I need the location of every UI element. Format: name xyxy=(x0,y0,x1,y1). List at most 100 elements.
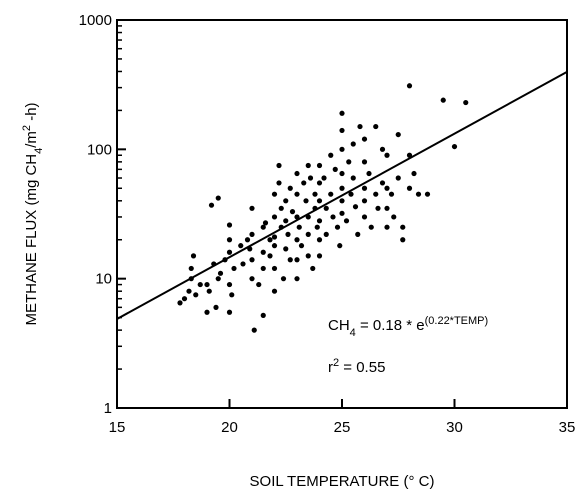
data-point xyxy=(343,218,350,224)
y-tick-label: 100 xyxy=(87,141,112,158)
data-point xyxy=(388,191,395,197)
data-point xyxy=(415,191,422,197)
y-axis-label-part: METHANE FLUX (mg CH xyxy=(23,154,40,326)
data-point xyxy=(271,234,278,240)
data-point xyxy=(307,175,314,181)
data-point xyxy=(294,257,300,263)
x-tick-label: 25 xyxy=(334,419,351,436)
x-tick-label: 15 xyxy=(109,419,126,436)
data-point xyxy=(298,243,305,249)
data-point xyxy=(206,288,212,294)
data-point xyxy=(361,198,368,204)
x-tick-label: 20 xyxy=(221,419,238,436)
data-point xyxy=(316,180,323,186)
data-point xyxy=(301,180,307,186)
data-point xyxy=(328,191,334,197)
data-point xyxy=(346,159,352,165)
data-point xyxy=(411,170,417,177)
annotation-part: (0.22*TEMP) xyxy=(425,315,489,327)
data-point xyxy=(190,253,197,259)
data-point xyxy=(267,237,273,243)
data-point xyxy=(226,309,233,315)
data-point xyxy=(451,143,458,150)
data-point xyxy=(406,185,413,191)
data-point xyxy=(400,237,406,243)
data-point xyxy=(305,162,311,169)
data-point xyxy=(249,205,255,211)
data-point xyxy=(339,185,345,191)
data-point xyxy=(330,214,336,220)
data-point xyxy=(294,237,300,243)
data-point xyxy=(283,246,289,252)
data-point xyxy=(193,292,199,298)
y-tick-label: 1 xyxy=(104,400,112,417)
data-point xyxy=(213,304,219,310)
data-point xyxy=(226,237,233,243)
data-point xyxy=(260,224,266,230)
data-point xyxy=(215,195,221,201)
data-point xyxy=(339,210,345,216)
data-point xyxy=(249,276,255,282)
data-point xyxy=(350,175,356,181)
y-axis-label-part: /m xyxy=(23,131,40,148)
data-point xyxy=(323,231,329,237)
data-point xyxy=(406,83,413,89)
annotation-part: r xyxy=(328,359,333,376)
data-point xyxy=(328,152,334,158)
data-point xyxy=(339,198,345,204)
data-point xyxy=(316,253,323,259)
data-point xyxy=(267,253,273,259)
data-point xyxy=(188,265,194,272)
data-point xyxy=(294,170,300,177)
data-point xyxy=(177,300,183,306)
data-point xyxy=(204,309,210,315)
annotation-part: 4 xyxy=(350,327,356,339)
data-point xyxy=(440,97,446,103)
data-point xyxy=(186,288,192,294)
data-point xyxy=(226,249,233,255)
data-point xyxy=(316,237,323,243)
data-point xyxy=(294,191,300,197)
data-point xyxy=(316,218,323,224)
data-point xyxy=(310,265,316,272)
annotation-part: 2 xyxy=(333,357,339,369)
data-point xyxy=(251,327,257,333)
data-point xyxy=(249,257,255,263)
data-point xyxy=(375,205,381,211)
data-point xyxy=(303,198,309,204)
data-point xyxy=(296,224,302,230)
data-point xyxy=(215,276,221,282)
data-point xyxy=(294,214,300,220)
annotation-part: = 0.55 xyxy=(339,359,385,376)
data-point xyxy=(226,222,233,228)
data-point xyxy=(379,146,386,152)
data-point xyxy=(355,231,361,237)
data-point xyxy=(283,198,289,204)
data-point xyxy=(334,224,341,230)
data-point xyxy=(244,237,251,243)
x-axis-label: SOIL TEMPERATURE (° C) xyxy=(250,473,435,490)
data-point xyxy=(395,175,401,181)
y-tick-label: 1000 xyxy=(79,12,112,29)
data-point xyxy=(321,175,327,181)
data-point xyxy=(294,276,300,282)
data-point xyxy=(204,281,210,288)
data-point xyxy=(260,249,266,255)
data-point xyxy=(305,253,311,259)
data-point xyxy=(305,231,311,237)
data-point xyxy=(373,123,379,130)
data-point xyxy=(361,159,368,165)
data-point xyxy=(350,141,356,147)
data-point xyxy=(271,265,278,272)
data-point xyxy=(366,170,372,177)
y-tick-label: 10 xyxy=(95,271,112,288)
data-point xyxy=(348,191,354,197)
y-axis-label-part: 2 xyxy=(21,125,33,131)
data-point xyxy=(337,243,343,249)
data-point xyxy=(368,224,374,230)
data-point xyxy=(276,180,282,186)
data-point xyxy=(226,281,233,288)
data-point xyxy=(314,224,320,230)
data-point xyxy=(276,162,282,169)
data-point xyxy=(379,180,386,186)
